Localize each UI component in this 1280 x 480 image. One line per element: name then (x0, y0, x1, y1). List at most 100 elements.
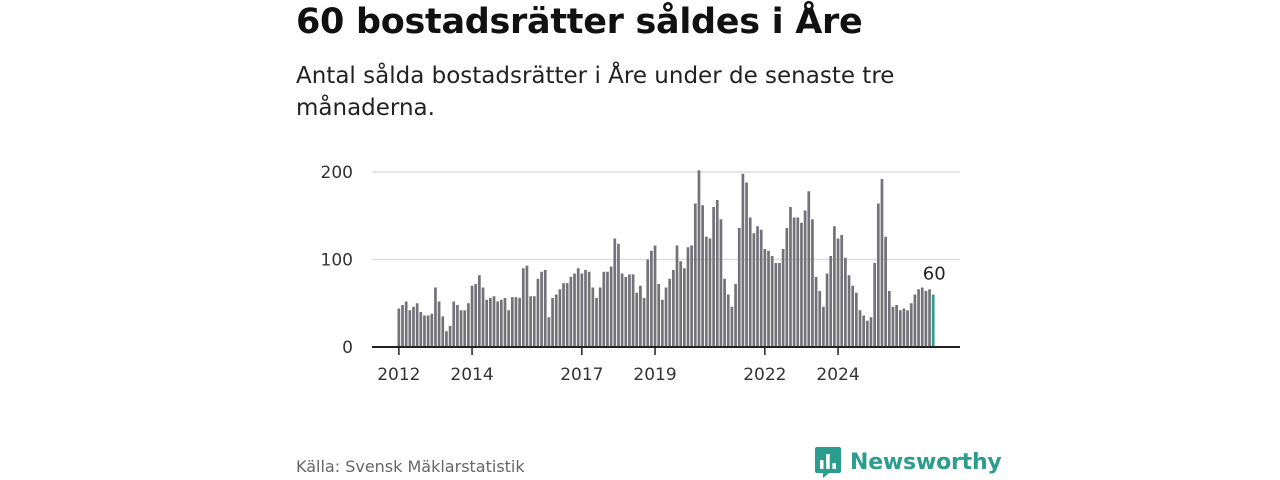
bar (715, 200, 719, 347)
bar (833, 226, 836, 347)
bar (518, 298, 521, 347)
bar (499, 299, 503, 347)
bar (675, 245, 679, 347)
bar (510, 297, 514, 348)
bar (639, 285, 642, 347)
bar (543, 270, 547, 347)
bar (485, 299, 489, 347)
x-tick-label-2014: 2014 (450, 365, 493, 385)
bar (540, 271, 543, 347)
bar (679, 261, 683, 347)
bar (598, 287, 602, 347)
bar (803, 210, 807, 347)
bar (895, 305, 898, 347)
bar (514, 297, 518, 348)
bar (437, 301, 441, 347)
bar (913, 294, 917, 347)
bar (503, 298, 507, 347)
bar (741, 173, 745, 347)
x-tick-label-2022: 2022 (743, 365, 786, 385)
y-tick-label-200: 200 (321, 163, 353, 183)
source-note: Källa: Svensk Mäklarstatistik (296, 457, 525, 476)
bar (452, 301, 456, 347)
bar (631, 274, 635, 348)
bar (909, 303, 913, 347)
bar (917, 289, 920, 347)
bar (844, 257, 847, 347)
bar (796, 217, 800, 347)
bar (876, 203, 880, 347)
bar (584, 270, 587, 347)
x-tick-label-2017: 2017 (560, 365, 603, 385)
bar (752, 233, 756, 347)
newsworthy-logo-icon (815, 447, 841, 478)
bar (562, 283, 565, 348)
bar (602, 271, 606, 347)
bar (873, 263, 876, 347)
y-tick-label-0: 0 (342, 338, 353, 358)
bar (434, 287, 437, 347)
bar (617, 243, 620, 347)
bar (792, 217, 796, 347)
bar (778, 263, 781, 347)
bar (668, 278, 672, 347)
bar (686, 247, 690, 347)
bar (532, 296, 536, 347)
bar (489, 298, 492, 347)
chart-subtitle: Antal sålda bostadsrätter i Åre under de… (296, 63, 895, 121)
bar (759, 229, 763, 347)
bar (840, 235, 844, 347)
bar (587, 271, 591, 347)
bar (836, 238, 840, 347)
bar (401, 305, 404, 347)
bar (682, 268, 686, 347)
bar (737, 228, 741, 347)
bar (756, 226, 759, 347)
bar (569, 277, 573, 347)
bar (478, 275, 481, 347)
bar (884, 236, 887, 347)
bar (467, 303, 470, 347)
bar (865, 320, 869, 347)
bar (858, 310, 862, 347)
bar (653, 245, 657, 347)
bar (851, 285, 855, 347)
bar (628, 274, 631, 348)
bar (423, 315, 426, 347)
latest-value-label: 60 (923, 264, 946, 285)
bar (767, 250, 770, 347)
bar-latest (931, 294, 935, 347)
bar (701, 205, 704, 347)
newsworthy-logo[interactable]: Newsworthy (814, 446, 1002, 478)
y-tick-label-100: 100 (321, 251, 353, 271)
x-tick-label-2019: 2019 (633, 365, 676, 385)
bar (412, 306, 415, 347)
bar (404, 301, 408, 347)
bar (814, 277, 818, 347)
bar (708, 238, 712, 347)
bar (745, 182, 748, 347)
bar (693, 203, 697, 347)
bar (734, 284, 737, 347)
bar (646, 259, 650, 347)
bar (492, 296, 496, 347)
bar (624, 277, 628, 347)
bar (445, 331, 448, 347)
bar (774, 263, 778, 347)
bar (595, 298, 598, 347)
bar (704, 236, 708, 347)
bar (426, 315, 430, 347)
bar (642, 298, 646, 347)
bar (430, 313, 434, 347)
bar (781, 249, 785, 347)
bar (726, 294, 730, 347)
bar (496, 301, 500, 347)
bar (474, 284, 478, 347)
bar (558, 289, 562, 347)
bar (807, 191, 811, 347)
bar (829, 256, 833, 347)
bar (591, 287, 595, 347)
bar (661, 299, 664, 347)
bar (481, 287, 485, 347)
bar (650, 250, 653, 347)
